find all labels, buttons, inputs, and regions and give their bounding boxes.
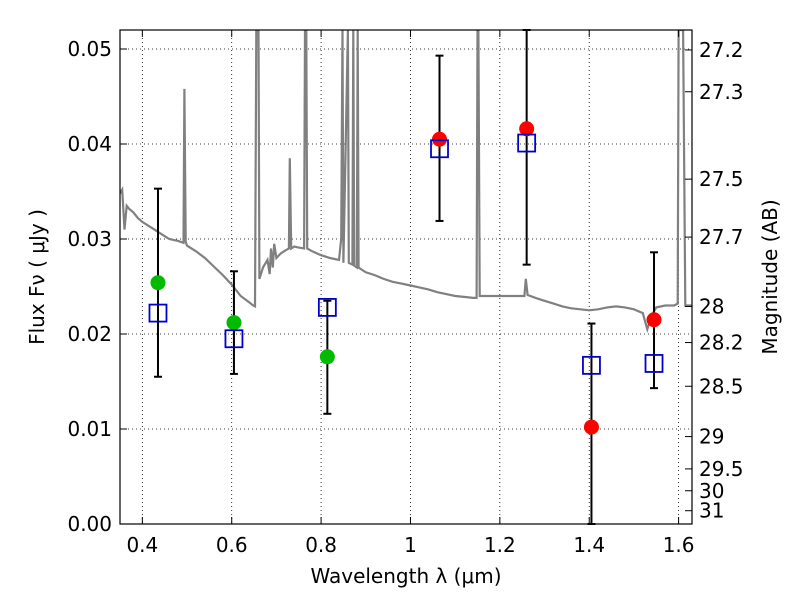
data-point-square [517, 133, 537, 153]
x-tick-label: 1 [404, 533, 417, 557]
data-point-circle [519, 121, 535, 137]
magnitude-tick-label: 31 [699, 499, 724, 523]
x-tick-label: 1.4 [573, 533, 605, 557]
y-tick-label: 0.01 [67, 417, 112, 441]
magnitude-tick-label: 27.3 [699, 80, 744, 104]
magnitude-tick-label: 27.5 [699, 167, 744, 191]
magnitude-tick-label: 27.7 [699, 225, 744, 249]
data-point-square [430, 139, 449, 159]
magnitude-tick-label: 30 [699, 479, 724, 503]
data-point-square [224, 329, 244, 349]
plot-frame [119, 29, 693, 525]
data-point-circle [226, 315, 242, 331]
data-point-square [644, 354, 664, 373]
x-tick-label: 0.6 [216, 533, 248, 557]
data-point-square [317, 297, 337, 317]
magnitude-tick-label: 28 [699, 294, 724, 318]
data-markers [148, 121, 664, 435]
x-tick-label: 1.6 [663, 533, 695, 557]
y-tick-label: 0.00 [67, 512, 112, 536]
model-spectrum [120, 30, 692, 334]
data-point-circle [646, 312, 662, 328]
x-tick-label: 0.4 [126, 533, 158, 557]
x-tick-label: 0.8 [305, 533, 337, 557]
data-point-circle [150, 275, 166, 291]
magnitude-tick-label: 27.2 [699, 38, 744, 62]
magnitude-tick-label: 28.5 [699, 374, 744, 398]
magnitude-tick-label: 29 [699, 425, 724, 449]
error-bars [153, 29, 659, 525]
data-point-square [582, 355, 601, 375]
x-tick-label: 1.2 [484, 533, 516, 557]
spectrum-line [120, 30, 692, 334]
x-axis-ticks: 0.4 0.6 0.8 1 1.2 1.4 1.6 [126, 30, 695, 557]
data-point-circle [583, 419, 599, 435]
grid [120, 30, 692, 525]
data-point-circle [432, 131, 448, 147]
magnitude-axis-label: Magnitude (AB) [758, 199, 782, 354]
x-axis-label: Wavelength λ (μm) [310, 564, 501, 588]
y-tick-label: 0.03 [67, 227, 112, 251]
y-axis-ticks: 0.00 0.01 0.02 0.03 0.04 0.05 [67, 37, 127, 536]
y-axis-label: Flux Fν ( μJy ) [25, 209, 49, 345]
data-point-square [148, 303, 168, 323]
magnitude-tick-label: 28.2 [699, 331, 744, 355]
y-tick-label: 0.05 [67, 37, 112, 61]
magnitude-tick-label: 29.5 [699, 457, 744, 481]
data-point-circle [319, 349, 335, 365]
y-tick-label: 0.02 [67, 322, 112, 346]
y-tick-label: 0.04 [67, 132, 112, 156]
